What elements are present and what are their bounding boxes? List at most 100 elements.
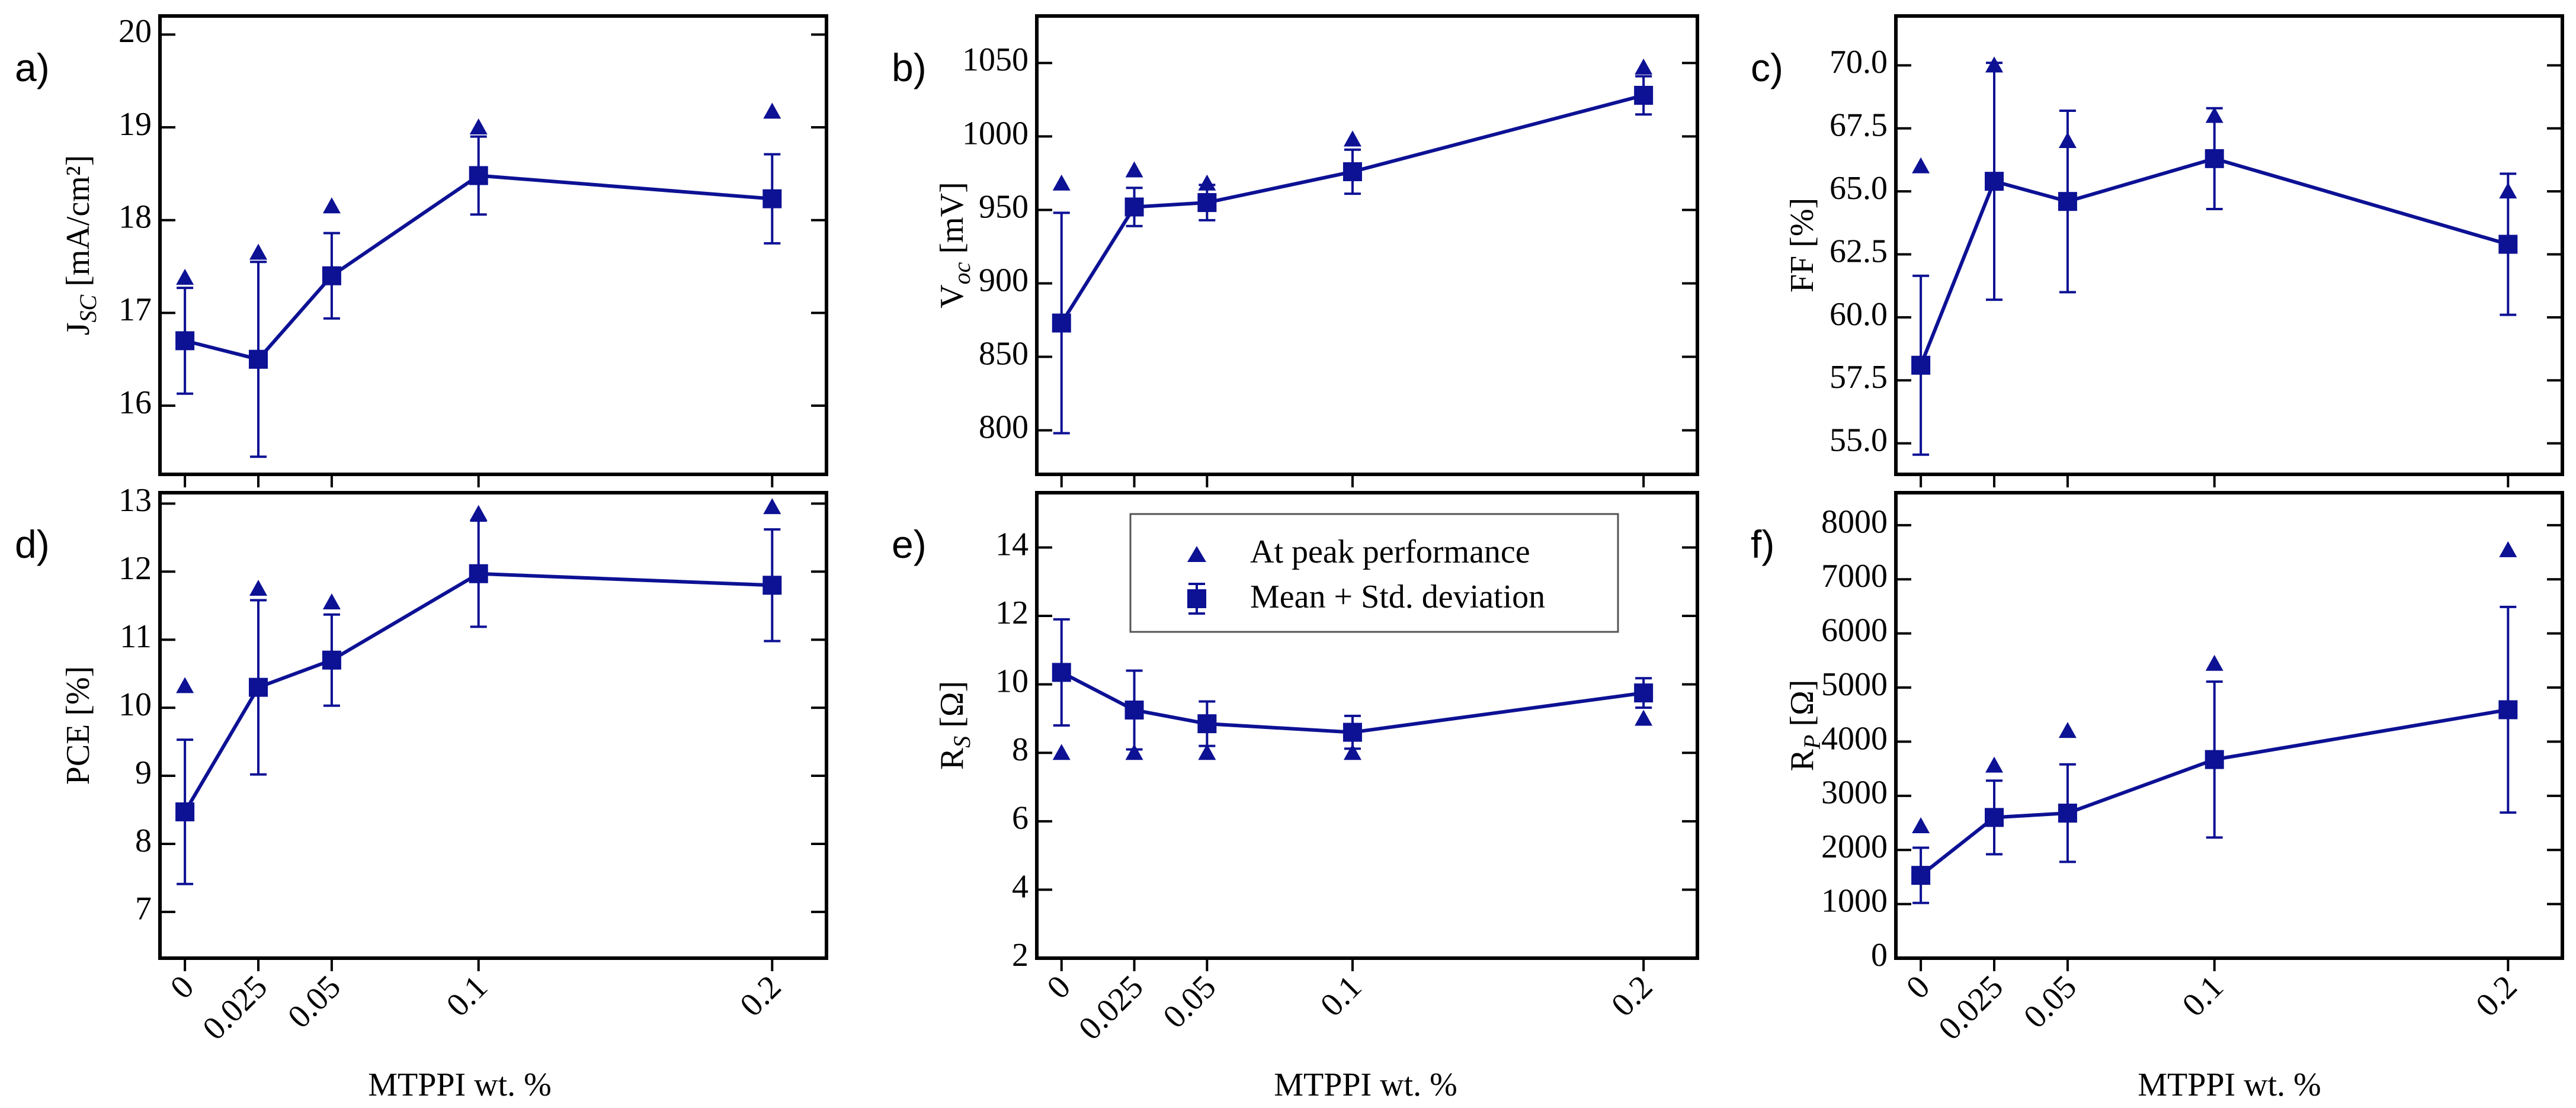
y-tick-label-c-5: 67.5 xyxy=(1830,107,1888,144)
peak-marker-f-1 xyxy=(1985,756,2004,773)
legend-frame xyxy=(1129,513,1619,633)
peak-marker-d-3 xyxy=(469,505,488,521)
y-tick-label-f-7: 7000 xyxy=(1821,558,1888,595)
mean-marker-b-0 xyxy=(1052,313,1071,333)
legend-mean-marker xyxy=(1187,589,1206,608)
peak-marker-b-0 xyxy=(1052,174,1071,191)
peak-marker-c-4 xyxy=(2499,182,2517,199)
y-tick-label-b-2: 900 xyxy=(979,262,1029,298)
y-tick-label-f-0: 0 xyxy=(1871,937,1888,974)
panel-frame-f xyxy=(1894,491,2564,960)
y-tick-label-f-1: 1000 xyxy=(1821,882,1888,919)
y-axis-title-b: Voc [mV] xyxy=(934,182,975,309)
y-tick-label-e-3: 8 xyxy=(1012,731,1029,768)
y-tick-label-f-2: 2000 xyxy=(1821,828,1888,865)
y-axis-title-e: RS [Ω] xyxy=(934,681,975,770)
mean-marker-a-4 xyxy=(762,189,782,208)
y-tick-label-c-0: 55.0 xyxy=(1830,422,1888,459)
peak-marker-a-0 xyxy=(176,268,194,285)
y-tick-label-f-8: 8000 xyxy=(1821,504,1888,541)
mean-marker-a-1 xyxy=(249,349,268,369)
y-tick-label-e-0: 2 xyxy=(1012,937,1029,974)
panel-label-e: e) xyxy=(892,522,927,566)
peak-marker-b-1 xyxy=(1125,161,1143,178)
y-tick-label-a-2: 18 xyxy=(118,199,152,236)
mean-marker-e-1 xyxy=(1124,700,1144,720)
panel-label-f: f) xyxy=(1751,522,1774,566)
y-tick-label-f-3: 3000 xyxy=(1821,775,1888,811)
legend: At peak performance Mean + Std. deviatio… xyxy=(1129,513,1619,633)
mean-marker-d-0 xyxy=(175,802,195,821)
y-axis-title-a: JSC [mA/cm²] xyxy=(60,155,101,336)
y-tick-label-b-3: 950 xyxy=(979,188,1029,225)
x-axis-title-col2: MTPPI wt. % xyxy=(1274,1067,1457,1103)
mean-marker-e-0 xyxy=(1052,663,1071,682)
y-tick-label-b-4: 1000 xyxy=(962,115,1029,152)
chart-panel-a: a) 16 17 18 19 20 JSC [mA/cm²] xyxy=(15,13,828,487)
legend-peak-marker xyxy=(1187,546,1206,562)
panel-frame-a xyxy=(158,14,828,476)
mean-marker-f-4 xyxy=(2498,700,2518,720)
peak-marker-a-3 xyxy=(469,118,488,135)
y-tick-label-d-2: 9 xyxy=(135,754,152,791)
peak-marker-a-4 xyxy=(763,102,781,119)
mean-marker-f-1 xyxy=(1985,808,2004,827)
mean-marker-f-0 xyxy=(1911,866,1931,885)
mean-marker-d-1 xyxy=(249,677,268,697)
y-axis-title-c: FF [%] xyxy=(1784,198,1821,293)
mean-marker-d-3 xyxy=(469,564,488,583)
y-tick-label-d-6: 13 xyxy=(118,482,152,519)
mean-marker-b-2 xyxy=(1197,193,1217,213)
y-tick-label-e-6: 14 xyxy=(995,526,1029,563)
panel-label-a: a) xyxy=(15,46,50,89)
y-tick-label-c-2: 60.0 xyxy=(1830,296,1888,333)
peak-marker-c-1 xyxy=(1985,56,2004,73)
y-tick-label-f-6: 6000 xyxy=(1821,612,1888,648)
chart-panel-b: b) 800 850 900 950 1000 1050 Voc [mV] xyxy=(892,14,1699,487)
peak-marker-c-0 xyxy=(1912,157,1930,174)
y-tick-label-c-1: 57.5 xyxy=(1830,359,1888,396)
peak-marker-e-1 xyxy=(1125,744,1143,760)
peak-marker-c-2 xyxy=(2058,132,2077,149)
peak-marker-a-1 xyxy=(249,243,268,260)
mean-marker-c-3 xyxy=(2205,149,2224,168)
y-tick-label-a-0: 16 xyxy=(118,384,152,421)
peak-marker-d-1 xyxy=(249,580,268,596)
peak-marker-e-0 xyxy=(1052,744,1071,760)
mean-marker-a-2 xyxy=(322,266,341,285)
panel-frame-d xyxy=(158,491,828,960)
x-axis-title-col1: MTPPI wt. % xyxy=(368,1067,552,1103)
y-tick-label-d-0: 7 xyxy=(135,891,152,927)
peak-marker-a-2 xyxy=(322,197,341,214)
y-tick-label-a-1: 17 xyxy=(118,291,152,328)
chart-panel-c: c) 55.0 57.5 60.0 62.5 65.0 67.5 70.0 FF [%] xyxy=(1751,14,2564,487)
y-tick-label-b-0: 800 xyxy=(979,409,1029,445)
peak-marker-b-4 xyxy=(1635,58,1653,75)
mean-marker-e-2 xyxy=(1197,714,1217,734)
mean-marker-d-4 xyxy=(762,576,782,595)
peak-marker-e-4 xyxy=(1635,709,1653,726)
y-tick-label-e-1: 4 xyxy=(1012,868,1029,905)
peak-marker-d-2 xyxy=(322,593,341,610)
mean-marker-e-4 xyxy=(1634,683,1654,703)
y-tick-label-f-4: 4000 xyxy=(1821,720,1888,757)
y-axis-title-f: RP [Ω] xyxy=(1784,680,1825,772)
peak-marker-d-4 xyxy=(763,498,781,515)
mean-marker-b-1 xyxy=(1124,197,1144,217)
mean-marker-c-4 xyxy=(2498,235,2518,254)
peak-marker-f-2 xyxy=(2058,722,2077,738)
peak-marker-e-2 xyxy=(1198,744,1216,760)
y-tick-label-a-3: 19 xyxy=(118,106,152,143)
y-tick-label-b-5: 1050 xyxy=(962,41,1029,78)
mean-marker-e-3 xyxy=(1343,722,1362,742)
panel-frame-c xyxy=(1894,14,2564,476)
y-tick-label-f-5: 5000 xyxy=(1821,666,1888,703)
y-tick-label-a-4: 20 xyxy=(118,13,152,50)
panel-frame-e xyxy=(1035,491,1699,960)
y-axis-title-d: PCE [%] xyxy=(60,666,97,785)
panel-label-c: c) xyxy=(1751,46,1783,89)
peak-marker-e-3 xyxy=(1343,744,1361,760)
panel-label-b: b) xyxy=(892,46,927,89)
y-tick-label-c-3: 62.5 xyxy=(1830,233,1888,269)
